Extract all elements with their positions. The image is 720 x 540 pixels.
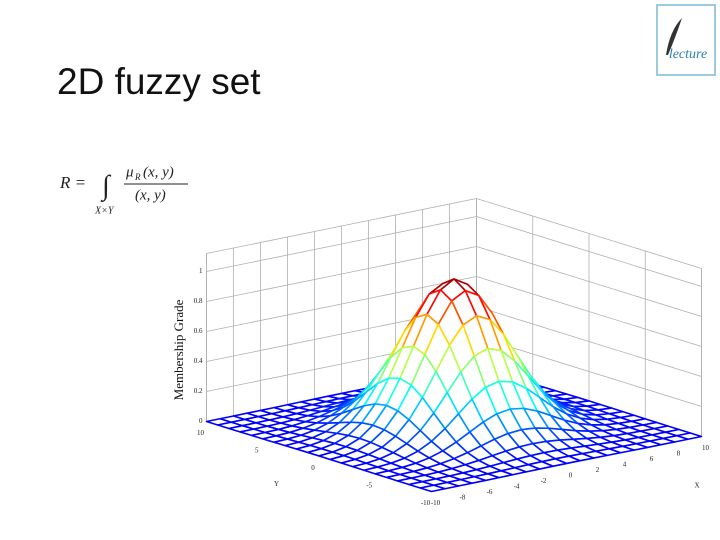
surface-cell xyxy=(419,484,446,493)
numerator-symbol: μ xyxy=(125,164,134,180)
x-tick-label: 4 xyxy=(623,461,627,469)
y-tick-label: 0 xyxy=(311,464,315,472)
y-tick-label: 5 xyxy=(255,447,259,455)
x-tick-label: -4 xyxy=(514,483,520,491)
z-tick-label: 0 xyxy=(199,417,203,425)
formula-lhs: R = xyxy=(59,173,86,192)
x-tick-label: -10 xyxy=(431,499,441,507)
z-tick-label: 1 xyxy=(199,267,203,275)
x-tick-label: -2 xyxy=(541,477,547,485)
z-axis-label: Membership Grade xyxy=(171,299,186,400)
z-tick-label: 0.2 xyxy=(194,387,203,395)
z-tick-label: 0.8 xyxy=(194,297,203,305)
y-tick-label: 10 xyxy=(197,429,205,437)
x-tick-label: -6 xyxy=(487,488,493,496)
x-tick-label: 6 xyxy=(650,455,654,463)
x-tick-label: 8 xyxy=(677,450,681,458)
x-tick-label: -8 xyxy=(460,494,466,502)
x-axis-label: X xyxy=(695,482,700,490)
y-axis-label: Y xyxy=(274,480,279,488)
x-tick-label: 0 xyxy=(569,472,573,480)
x-tick-label: 10 xyxy=(702,444,710,452)
numerator-args: (x, y) xyxy=(143,164,174,180)
slide-title: 2D fuzzy set xyxy=(57,61,261,102)
logo-quill xyxy=(666,18,682,55)
x-tick-label: 2 xyxy=(596,466,600,474)
formula-domain: X×Y xyxy=(94,205,115,216)
logo-text: lecture xyxy=(669,47,707,62)
y-tick-label: -10 xyxy=(421,499,431,507)
logo-frame xyxy=(656,4,716,76)
z-tick-label: 0.6 xyxy=(194,327,203,335)
plot: 0 0.2 0.4 0.6 0.8 1 -10 -8 -6 -4 -2 0 2 4 6 8 10 10 5 0 -5 -1… xyxy=(194,198,710,507)
formula: R = ∫ X×Y μ R (x, y) (x, y) xyxy=(59,164,188,216)
integral-sign: ∫ xyxy=(100,170,112,202)
denominator: (x, y) xyxy=(135,187,166,203)
numerator-subscript: R xyxy=(134,172,141,182)
y-tick-label: -5 xyxy=(366,482,372,490)
z-tick-label: 0.4 xyxy=(194,357,203,365)
